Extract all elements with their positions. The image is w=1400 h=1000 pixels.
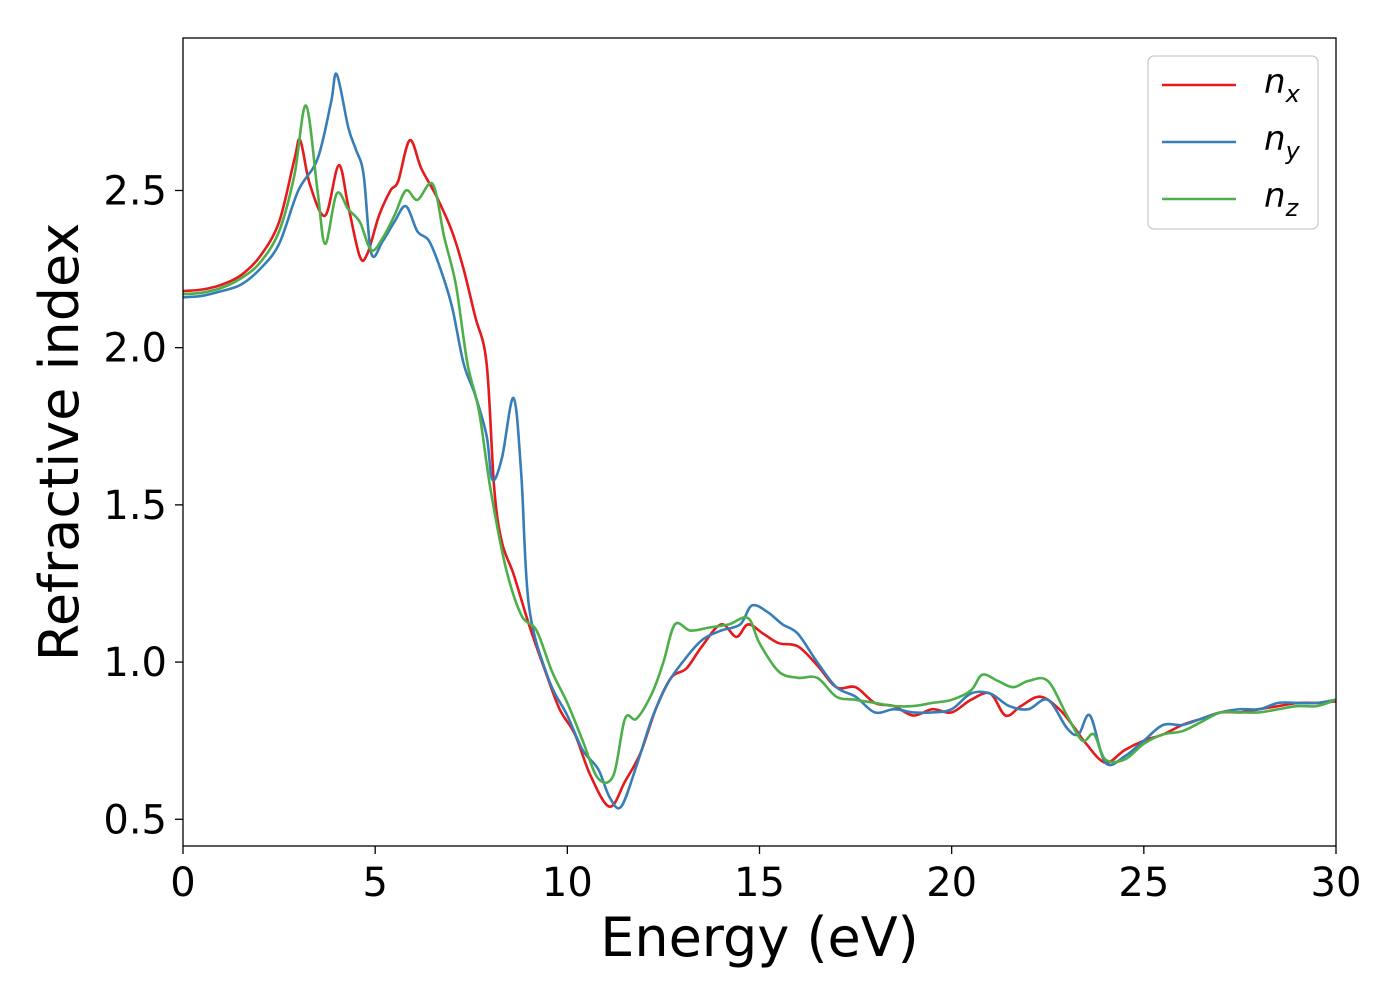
x-axis-title: Energy (eV) [600,906,919,969]
x-tick-label: 20 [926,860,977,906]
y-tick-label: 2.5 [103,168,167,214]
x-tick-label: 10 [542,860,593,906]
x-tick-label: 30 [1311,860,1362,906]
legend-label-nx: nx [1264,62,1301,108]
y-tick-label: 2.0 [103,326,167,372]
y-axis-title: Refractive index [28,223,91,662]
legend-label-ny: ny [1264,119,1301,165]
y-tick-label: 0.5 [103,797,167,843]
x-tick-label: 0 [170,860,195,906]
legend-label-nz: nz [1264,176,1300,222]
y-axis-ticks: 0.5 1.0 1.5 2.0 2.5 [103,168,183,843]
legend: nx ny nz [1147,55,1319,230]
x-tick-label: 15 [734,860,785,906]
series-layer [182,72,1337,810]
x-tick-label: 25 [1118,860,1169,906]
series-line-nz [182,104,1337,785]
y-tick-label: 1.5 [103,483,167,529]
x-axis-ticks: 0 5 10 15 20 25 30 [170,846,1361,906]
y-tick-label: 1.0 [103,640,167,686]
series-line-nx [182,137,1337,808]
x-tick-label: 5 [362,860,387,906]
